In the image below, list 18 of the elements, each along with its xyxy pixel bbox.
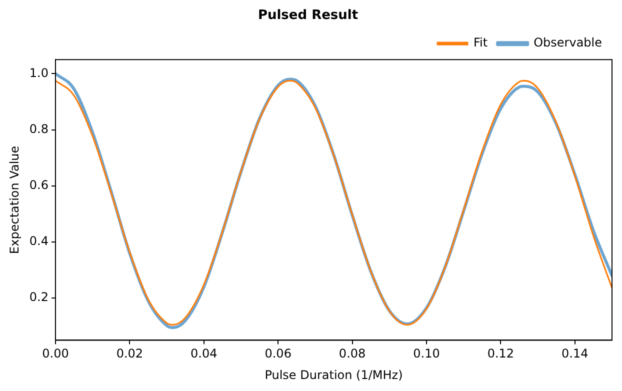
- y-tick-label: 0.8: [29, 122, 48, 136]
- x-tick-label: 0.04: [190, 346, 218, 361]
- x-tick-label: 0.14: [562, 346, 588, 361]
- x-tick-label: 0.08: [338, 346, 366, 361]
- y-tick-label: 0.4: [29, 234, 48, 248]
- legend-label: Fit: [474, 36, 488, 50]
- x-tick-label: 0.02: [116, 346, 144, 361]
- x-tick-label: 0.10: [413, 346, 440, 361]
- x-tick-label: 0.12: [487, 346, 514, 361]
- x-tick-label: 0.00: [42, 346, 69, 361]
- y-tick-label: 1.0: [29, 66, 48, 80]
- y-tick-label: 0.2: [29, 290, 48, 304]
- y-axis-title: Expectation Value: [7, 146, 22, 254]
- x-axis-title: Pulse Duration (1/MHz): [264, 368, 403, 382]
- x-tick-label: 0.06: [264, 346, 292, 361]
- legend-label: Observable: [534, 36, 602, 50]
- chart-title: Pulsed Result: [258, 8, 358, 24]
- y-tick-label: 0.6: [29, 178, 48, 192]
